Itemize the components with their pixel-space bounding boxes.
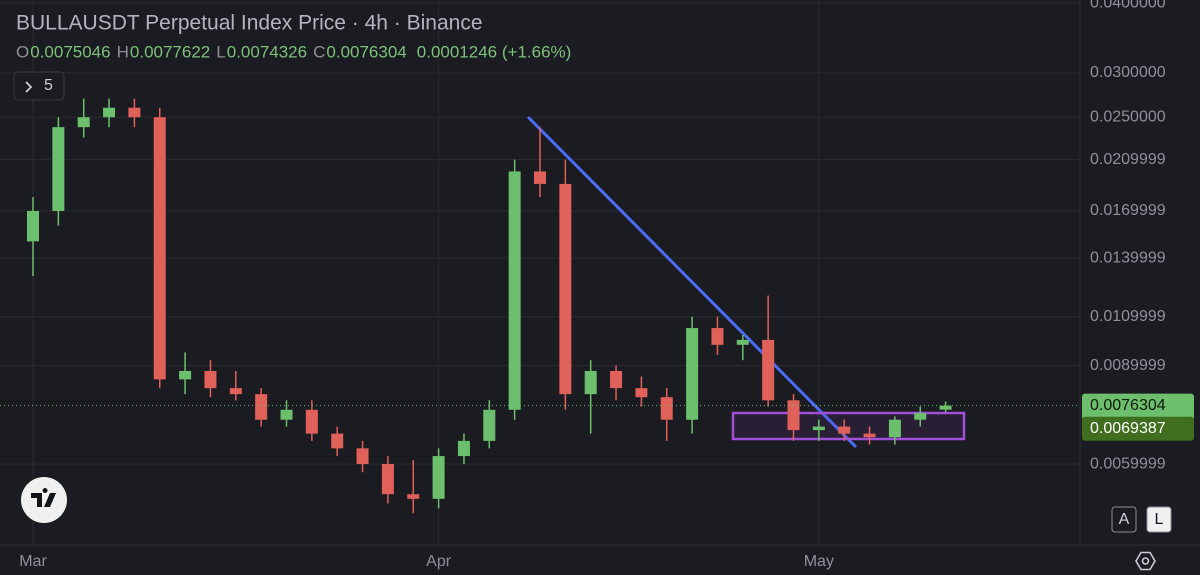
settings-icon-center [1141, 557, 1150, 565]
price-change: 0.0001246 (+1.66%) [417, 42, 572, 61]
candle-body [838, 426, 851, 434]
ohlc-key: C [313, 42, 325, 61]
logo-mark [31, 488, 56, 507]
y-tick-label: 0.0109999 [1090, 308, 1166, 325]
candle-body [888, 419, 901, 438]
candle-body [280, 409, 293, 420]
ohlc-legend: O 0.0075046 H 0.0077622 L 0.0074326 C 0.0076304… [16, 42, 571, 61]
chart-title: BULLAUSDT Perpetual Index Price · 4h · B… [16, 12, 483, 35]
candle-body [204, 370, 217, 389]
candle-body [52, 127, 65, 211]
candle-body [711, 328, 724, 345]
candle-body [736, 339, 749, 345]
x-tick-label: Apr [426, 553, 452, 570]
ohlc-value: 0.0075046 [30, 42, 110, 61]
candle-body [381, 464, 394, 495]
grid [0, 0, 1080, 545]
candle-body [407, 494, 420, 499]
indicator-badge [1082, 416, 1194, 441]
scale-button-label[interactable]: A [1119, 511, 1130, 528]
candle-body [584, 370, 597, 395]
y-tick-label: 0.0089999 [1090, 357, 1166, 374]
candle-body [331, 433, 344, 449]
candle-body [914, 413, 927, 420]
candle-body [787, 400, 800, 431]
candle-body [305, 409, 318, 434]
candle-body [457, 440, 470, 457]
candle-body [103, 107, 116, 118]
candle-body [762, 339, 775, 401]
candle-body [255, 394, 268, 420]
ohlc-key: L [216, 42, 225, 61]
settings-icon[interactable] [1135, 551, 1156, 571]
indicator-toggle[interactable]: 5 [13, 71, 65, 101]
candle-body [534, 171, 546, 184]
ohlc-key: H [117, 42, 129, 61]
candle-body [686, 328, 699, 420]
y-tick-label: 0.0300000 [1090, 64, 1166, 81]
chevron-icon [25, 81, 33, 93]
range-box [731, 411, 966, 441]
candle-body [559, 183, 572, 395]
indicator-toggle-box[interactable] [13, 71, 65, 101]
y-tick-label: 0.0250000 [1090, 108, 1166, 125]
candle-body [77, 117, 90, 128]
price-axis: 0.0400000 0.0300000 0.0250000 0.0209999 0.01… [1082, 0, 1194, 472]
y-tick-label: 0.0209999 [1090, 151, 1166, 168]
scale-button[interactable] [1146, 506, 1172, 533]
candle-body [432, 456, 445, 499]
ohlc-value: 0.0076304 [326, 42, 406, 61]
y-tick-label: 0.0059999 [1090, 455, 1166, 472]
candle-body [610, 370, 623, 389]
x-tick-label: May [804, 553, 834, 570]
candle-body [635, 388, 648, 398]
scale-button-label[interactable]: L [1155, 511, 1164, 528]
logo-circle[interactable] [21, 477, 67, 523]
indicator-badge-label: 0.0069387 [1090, 420, 1166, 437]
y-tick-label: 0.0139999 [1090, 249, 1166, 266]
candle-body [229, 388, 242, 395]
candle-body [27, 210, 39, 242]
scale-button[interactable] [1111, 506, 1137, 533]
time-axis: Mar Apr May [19, 553, 834, 570]
candle-body [812, 426, 825, 431]
plot-area [0, 98, 1080, 514]
candle-body [660, 397, 673, 420]
price-badge-label: 0.0076304 [1090, 397, 1166, 414]
indicator-count: 5 [44, 77, 53, 94]
candle-body [483, 409, 496, 441]
candle-body [863, 433, 876, 438]
y-tick-label: 0.0400000 [1090, 0, 1166, 11]
candle-body [508, 171, 521, 410]
candle-body [179, 370, 192, 380]
ohlc-value: 0.0074326 [227, 42, 307, 61]
tv-logo[interactable] [21, 477, 67, 523]
candle-body [939, 405, 952, 410]
candle-body [128, 107, 141, 118]
x-tick-label: Mar [19, 553, 47, 570]
candle-body [153, 117, 166, 380]
ohlc-key: O [16, 42, 29, 61]
trend-line [526, 115, 858, 449]
ohlc-value: 0.0077622 [130, 42, 210, 61]
y-tick-label: 0.0169999 [1090, 202, 1166, 219]
settings-button[interactable] [1135, 551, 1156, 571]
candle-body [356, 448, 369, 465]
